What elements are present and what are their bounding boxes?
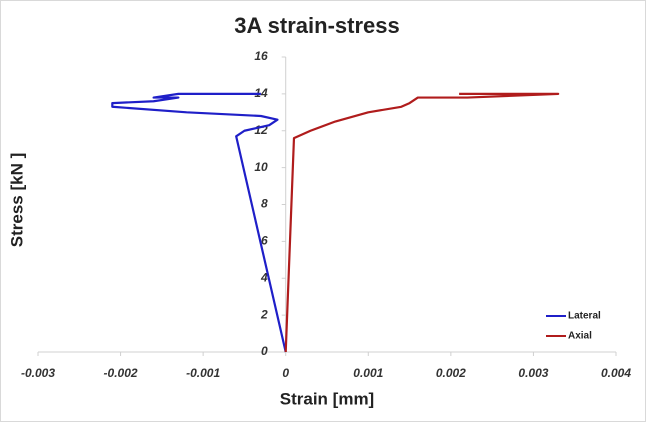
x-tick-label: 0.003 [518, 366, 548, 380]
x-tick-label: -0.002 [104, 366, 138, 380]
series-line [111, 92, 287, 353]
x-tick-label: -0.001 [186, 366, 220, 380]
chart-title: 3A strain-stress [234, 13, 399, 38]
x-tick-label: -0.003 [21, 366, 55, 380]
x-tick-label: 0.004 [601, 366, 631, 380]
y-tick-label: 14 [254, 86, 268, 100]
y-axis-title: Stress [kN ] [7, 153, 26, 247]
x-axis-title: Strain [mm] [280, 389, 374, 408]
y-tick-label: 16 [254, 49, 268, 63]
y-tick-label: 0 [261, 344, 268, 358]
y-tick-label: 2 [260, 307, 268, 321]
legend-label: Lateral [568, 311, 601, 322]
y-tick-label: 6 [261, 234, 268, 248]
x-tick-label: 0.001 [353, 366, 383, 380]
y-tick-label: 10 [254, 160, 268, 174]
series-line [284, 92, 560, 353]
x-tick-label: 0.002 [436, 366, 466, 380]
y-tick-label: 4 [260, 270, 268, 284]
legend-label: Axial [568, 331, 592, 342]
y-tick-label: 8 [261, 197, 268, 211]
x-tick-label: 0 [282, 366, 289, 380]
